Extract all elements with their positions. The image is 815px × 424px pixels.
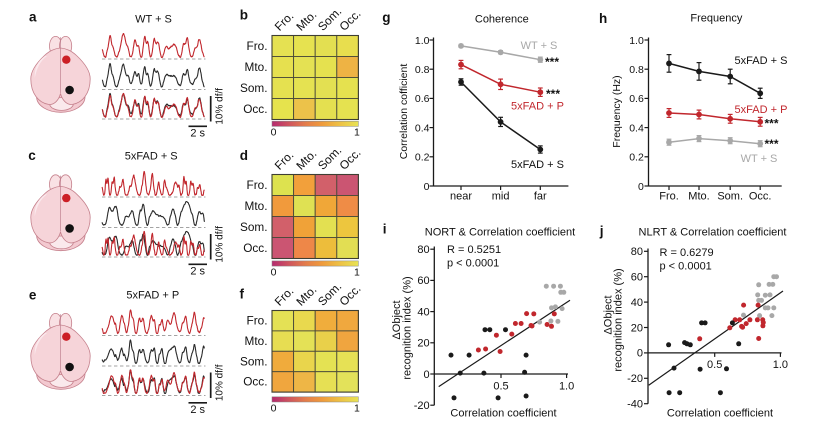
svg-text:Frequency (Hz): Frequency (Hz) (611, 75, 623, 147)
svg-text:5xFAD + S: 5xFAD + S (735, 55, 788, 67)
svg-text:Fro.: Fro. (247, 314, 268, 328)
svg-text:0: 0 (637, 348, 643, 360)
svg-text:WT + S: WT + S (741, 153, 778, 165)
svg-text:b: b (240, 7, 248, 22)
svg-text:0.8: 0.8 (415, 64, 430, 76)
svg-text:0.2: 0.2 (415, 152, 430, 164)
svg-text:Som.: Som. (240, 354, 268, 368)
svg-text:Fro.: Fro. (659, 190, 679, 202)
svg-text:h: h (599, 11, 607, 26)
svg-text:40: 40 (631, 297, 643, 309)
svg-text:near: near (450, 190, 472, 202)
svg-text:WT + S: WT + S (521, 40, 558, 52)
svg-text:Occ.: Occ. (243, 375, 267, 389)
svg-text:p < 0.0001: p < 0.0001 (660, 261, 712, 273)
svg-text:5xFAD + P: 5xFAD + P (511, 101, 564, 113)
svg-text:g: g (382, 10, 390, 25)
svg-text:1: 1 (354, 266, 360, 278)
svg-text:e: e (29, 287, 37, 302)
svg-text:R = 0.5251: R = 0.5251 (447, 244, 501, 256)
svg-text:Som.: Som. (240, 220, 268, 234)
svg-text:0: 0 (271, 402, 277, 414)
svg-text:Occ.: Occ. (243, 241, 267, 255)
svg-text:0: 0 (638, 181, 644, 193)
svg-text:Occ.: Occ. (243, 102, 267, 116)
svg-text:Som.: Som. (717, 190, 743, 202)
svg-text:5xFAD + S: 5xFAD + S (125, 151, 178, 163)
svg-text:0.5: 0.5 (707, 359, 722, 371)
svg-text:***: *** (546, 87, 560, 101)
svg-text:c: c (28, 148, 36, 163)
svg-text:1: 1 (354, 127, 360, 139)
svg-text:-20: -20 (627, 373, 643, 385)
svg-text:0: 0 (271, 266, 277, 278)
svg-text:NORT & Correlation coefficient: NORT & Correlation coefficient (425, 227, 575, 239)
svg-text:Fro.: Fro. (247, 39, 268, 53)
svg-text:p < 0.0001: p < 0.0001 (447, 258, 499, 270)
svg-text:0.6: 0.6 (415, 93, 430, 105)
svg-text:Fro.: Fro. (247, 178, 268, 192)
svg-text:80: 80 (417, 244, 429, 256)
svg-text:ΔObject: ΔObject (391, 300, 403, 339)
svg-text:recognition index (%): recognition index (%) (613, 268, 625, 371)
svg-text:0: 0 (271, 127, 277, 139)
svg-text:Occ.: Occ. (749, 190, 772, 202)
svg-text:NLRT & Correlation coefficient: NLRT & Correlation coefficient (639, 227, 787, 239)
svg-text:1.0: 1.0 (415, 35, 430, 47)
svg-text:-20: -20 (414, 400, 430, 412)
svg-text:far: far (534, 190, 547, 202)
svg-text:mid: mid (492, 190, 510, 202)
svg-text:1.0: 1.0 (629, 35, 644, 47)
svg-text:60: 60 (417, 275, 429, 287)
svg-text:5xFAD + S: 5xFAD + S (511, 159, 564, 171)
svg-text:10% df/f: 10% df/f (215, 88, 226, 125)
svg-text:***: *** (545, 55, 559, 69)
svg-text:0.6: 0.6 (629, 93, 644, 105)
svg-text:5xFAD + P: 5xFAD + P (735, 104, 788, 116)
svg-text:0.4: 0.4 (415, 122, 430, 134)
svg-text:Mto.: Mto. (245, 60, 268, 74)
svg-text:i: i (383, 222, 387, 237)
svg-text:5xFAD + P: 5xFAD + P (126, 290, 179, 302)
svg-text:ΔObject: ΔObject (603, 295, 615, 334)
svg-text:Mto.: Mto. (688, 190, 709, 202)
svg-text:Correlation coefficient: Correlation coefficient (667, 408, 773, 420)
svg-text:2 s: 2 s (190, 266, 205, 278)
svg-text:60: 60 (631, 272, 643, 284)
svg-text:10% df/f: 10% df/f (215, 364, 226, 401)
svg-text:0.8: 0.8 (629, 64, 644, 76)
svg-text:1.0: 1.0 (559, 380, 574, 392)
svg-text:20: 20 (417, 338, 429, 350)
svg-text:***: *** (765, 117, 779, 131)
svg-text:Mto.: Mto. (245, 334, 268, 348)
svg-text:Correlation cofficient: Correlation cofficient (398, 64, 410, 160)
svg-text:d: d (240, 148, 248, 163)
svg-text:1: 1 (354, 402, 360, 414)
svg-text:WT + S: WT + S (135, 14, 172, 26)
svg-text:0: 0 (424, 181, 430, 193)
svg-text:1.0: 1.0 (773, 359, 788, 371)
svg-text:2 s: 2 s (190, 128, 205, 140)
svg-text:20: 20 (631, 322, 643, 334)
svg-text:2 s: 2 s (190, 404, 205, 416)
svg-text:0: 0 (423, 369, 429, 381)
svg-text:Frequency: Frequency (690, 13, 742, 25)
svg-text:Mto.: Mto. (245, 199, 268, 213)
svg-text:0.2: 0.2 (629, 152, 644, 164)
svg-text:0.5: 0.5 (493, 380, 508, 392)
svg-text:40: 40 (417, 306, 429, 318)
svg-text:f: f (240, 286, 245, 301)
svg-text:-40: -40 (627, 399, 643, 411)
svg-text:80: 80 (631, 246, 643, 258)
svg-text:Coherence: Coherence (475, 14, 529, 26)
svg-text:Som.: Som. (240, 81, 268, 95)
svg-text:a: a (29, 10, 37, 25)
svg-text:R = 0.6279: R = 0.6279 (660, 247, 714, 259)
svg-text:j: j (599, 224, 604, 239)
svg-text:recognition index (%): recognition index (%) (402, 276, 414, 379)
svg-text:10% df/f: 10% df/f (215, 226, 226, 263)
svg-text:0.4: 0.4 (629, 122, 644, 134)
svg-text:Correlation coefficient: Correlation coefficient (450, 408, 556, 420)
svg-text:***: *** (765, 137, 779, 151)
